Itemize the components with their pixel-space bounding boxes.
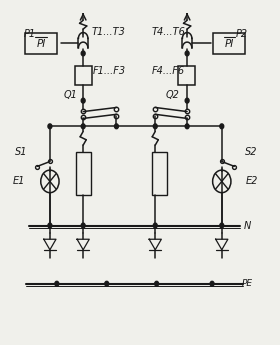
- Text: PI: PI: [225, 39, 234, 49]
- Circle shape: [155, 281, 158, 286]
- Circle shape: [81, 98, 85, 103]
- Circle shape: [48, 223, 52, 228]
- Text: Q2: Q2: [166, 90, 180, 100]
- Text: E2: E2: [246, 176, 258, 186]
- Circle shape: [81, 51, 85, 56]
- Text: T1...T3: T1...T3: [92, 27, 126, 37]
- Text: E1: E1: [13, 176, 25, 186]
- Circle shape: [48, 124, 52, 129]
- Text: Q1: Q1: [63, 90, 77, 100]
- Text: T4...T6: T4...T6: [151, 27, 185, 37]
- Text: S1: S1: [15, 147, 28, 157]
- Text: F4...F6: F4...F6: [152, 66, 185, 76]
- Text: F1...F3: F1...F3: [92, 66, 125, 76]
- Circle shape: [185, 124, 189, 129]
- Text: S2: S2: [245, 147, 257, 157]
- Text: N: N: [244, 220, 251, 230]
- Circle shape: [55, 281, 59, 286]
- Text: P2: P2: [236, 29, 248, 39]
- Bar: [213, 33, 245, 55]
- Circle shape: [220, 124, 224, 129]
- Bar: [75, 66, 92, 85]
- Circle shape: [81, 124, 85, 129]
- Text: PE: PE: [242, 279, 253, 288]
- Text: PI: PI: [36, 39, 46, 49]
- Circle shape: [115, 124, 118, 129]
- Bar: [152, 152, 167, 195]
- Bar: [25, 33, 57, 55]
- Circle shape: [185, 98, 189, 103]
- Circle shape: [153, 223, 157, 228]
- Bar: [178, 66, 195, 85]
- Bar: [76, 152, 91, 195]
- Circle shape: [210, 281, 214, 286]
- Circle shape: [153, 124, 157, 129]
- Circle shape: [185, 51, 189, 56]
- Circle shape: [105, 281, 109, 286]
- Circle shape: [81, 223, 85, 228]
- Text: P1: P1: [24, 29, 36, 39]
- Circle shape: [220, 223, 224, 228]
